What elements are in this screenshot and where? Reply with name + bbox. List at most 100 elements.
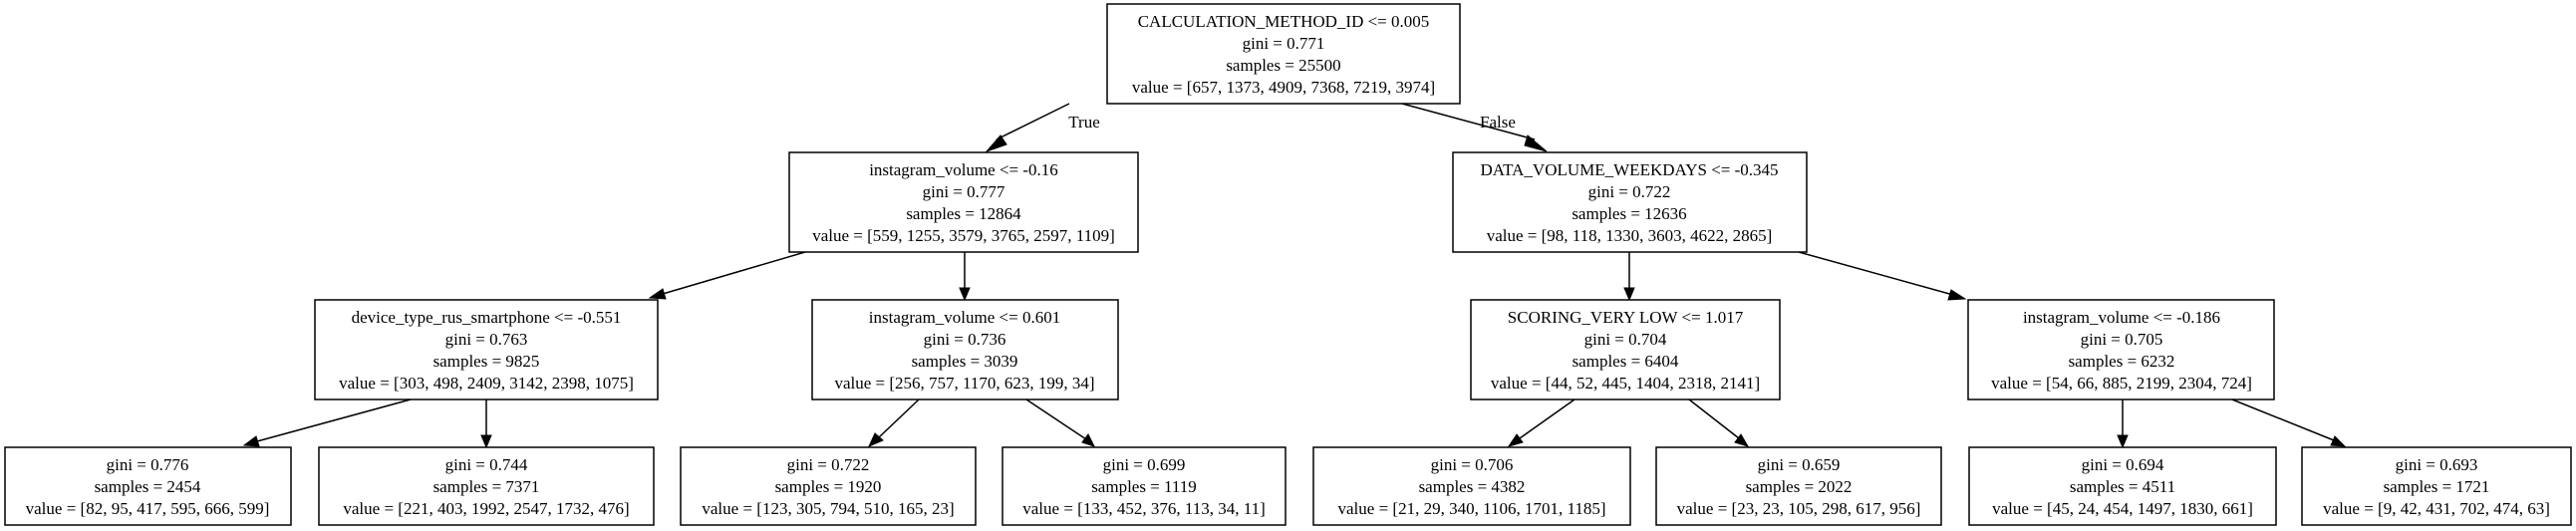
edge-n1-to-n3	[648, 251, 806, 300]
tree-edges: True False	[242, 103, 2347, 449]
node-box	[788, 151, 1139, 253]
node-samples: samples = 4382	[1419, 477, 1526, 496]
node-gini: gini = 0.694	[2082, 455, 2164, 474]
node-gini: gini = 0.771	[1243, 34, 1325, 53]
node-gini: gini = 0.722	[787, 455, 870, 474]
node-gini: gini = 0.693	[2396, 455, 2478, 474]
node-value: value = [221, 403, 1992, 2547, 1732, 476…	[343, 499, 629, 518]
node-box	[1312, 446, 1631, 526]
node-samples: samples = 9825	[433, 352, 540, 371]
node-samples: samples = 12864	[906, 204, 1021, 223]
tree-node-n3: device_type_rus_smartphone <= -0.551 gin…	[314, 299, 659, 400]
edge-label-true: True	[1068, 113, 1100, 132]
edge-n3-to-n7	[242, 398, 412, 447]
tree-leaf-n12: gini = 0.659 samples = 2022 value = [23,…	[1655, 446, 1942, 526]
tree-leaf-n13: gini = 0.694 samples = 4511 value = [45,…	[1968, 446, 2277, 526]
node-samples: samples = 7371	[433, 477, 540, 496]
node-box	[1002, 446, 1287, 526]
node-box	[680, 446, 977, 526]
edge-n6-to-n14	[2231, 398, 2347, 447]
node-split-condition: CALCULATION_METHOD_ID <= 0.005	[1138, 12, 1430, 31]
node-box	[1655, 446, 1942, 526]
node-gini: gini = 0.659	[1758, 455, 1841, 474]
tree-node-n5: SCORING_VERY LOW <= 1.017 gini = 0.704 s…	[1470, 299, 1781, 400]
node-value: value = [45, 24, 454, 1497, 1830, 661]	[1992, 499, 2253, 518]
node-samples: samples = 25500	[1226, 56, 1340, 75]
node-gini: gini = 0.763	[445, 330, 528, 349]
node-box	[318, 446, 655, 526]
node-samples: samples = 12636	[1572, 204, 1686, 223]
node-value: value = [21, 29, 340, 1106, 1701, 1185]	[1338, 499, 1606, 518]
tree-node-n2: DATA_VOLUME_WEEKDAYS <= -0.345 gini = 0.…	[1452, 151, 1808, 253]
node-samples: samples = 6404	[1573, 352, 1679, 371]
edge-label-false: False	[1480, 113, 1516, 132]
node-value: value = [98, 118, 1330, 3603, 4622, 2865…	[1487, 226, 1773, 245]
edge-n3-to-n8	[480, 399, 492, 449]
node-gini: gini = 0.736	[924, 330, 1006, 349]
node-gini: gini = 0.722	[1588, 182, 1671, 201]
edge-root-to-n2	[1401, 103, 1548, 152]
node-box	[1452, 151, 1808, 253]
node-split-condition: instagram_volume <= -0.186	[2023, 308, 2220, 327]
node-value: value = [133, 452, 376, 113, 34, 11]	[1022, 499, 1265, 518]
node-samples: samples = 1721	[2384, 477, 2490, 496]
tree-leaf-n9: gini = 0.722 samples = 1920 value = [123…	[680, 446, 977, 526]
tree-leaf-n7: gini = 0.776 samples = 2454 value = [82,…	[4, 446, 292, 526]
node-samples: samples = 4511	[2070, 477, 2175, 496]
tree-node-root: CALCULATION_METHOD_ID <= 0.005 gini = 0.…	[1106, 3, 1461, 105]
node-gini: gini = 0.704	[1584, 330, 1667, 349]
edge-n6-to-n13	[2117, 399, 2129, 449]
node-value: value = [82, 95, 417, 595, 666, 599]	[26, 499, 270, 518]
edge-n2-to-n5	[1623, 252, 1635, 302]
node-box	[2301, 446, 2572, 526]
node-box	[1967, 299, 2275, 400]
tree-leaf-n10: gini = 0.699 samples = 1119 value = [133…	[1002, 446, 1287, 526]
edge-n4-to-n9	[868, 398, 920, 447]
edge-root-to-n1	[985, 103, 1070, 153]
node-split-condition: device_type_rus_smartphone <= -0.551	[352, 308, 622, 327]
node-box	[811, 299, 1119, 400]
edge-n2-to-n6	[1798, 251, 1967, 301]
node-samples: samples = 2454	[95, 477, 201, 496]
node-split-condition: instagram_volume <= -0.16	[869, 160, 1058, 179]
node-gini: gini = 0.777	[923, 182, 1005, 201]
node-samples: samples = 3039	[912, 352, 1018, 371]
tree-node-n1: instagram_volume <= -0.16 gini = 0.777 s…	[788, 151, 1139, 253]
tree-leaf-n11: gini = 0.706 samples = 4382 value = [21,…	[1312, 446, 1631, 526]
node-gini: gini = 0.705	[2081, 330, 2163, 349]
node-value: value = [559, 1255, 3579, 3765, 2597, 11…	[812, 226, 1115, 245]
node-gini: gini = 0.706	[1431, 455, 1514, 474]
node-value: value = [54, 66, 885, 2199, 2304, 724]	[1991, 374, 2252, 393]
tree-node-n6: instagram_volume <= -0.186 gini = 0.705 …	[1967, 299, 2275, 400]
tree-nodes: CALCULATION_METHOD_ID <= 0.005 gini = 0.…	[4, 3, 2572, 526]
node-value: value = [123, 305, 794, 510, 165, 23]	[702, 499, 954, 518]
node-value: value = [256, 757, 1170, 623, 199, 34]	[834, 374, 1094, 393]
node-split-condition: SCORING_VERY LOW <= 1.017	[1508, 308, 1744, 327]
node-box	[1968, 446, 2277, 526]
node-value: value = [303, 498, 2409, 3142, 2398, 107…	[339, 374, 634, 393]
tree-leaf-n8: gini = 0.744 samples = 7371 value = [221…	[318, 446, 655, 526]
node-box	[4, 446, 292, 526]
node-gini: gini = 0.699	[1103, 455, 1186, 474]
node-samples: samples = 1920	[775, 477, 882, 496]
node-box	[1106, 3, 1461, 105]
node-box	[314, 299, 659, 400]
edge-n5-to-n11	[1507, 398, 1575, 447]
node-split-condition: instagram_volume <= 0.601	[869, 308, 1060, 327]
node-gini: gini = 0.776	[107, 455, 189, 474]
node-samples: samples = 6232	[2069, 352, 2175, 371]
edge-n5-to-n12	[1688, 398, 1750, 447]
node-samples: samples = 2022	[1746, 477, 1853, 496]
edge-n4-to-n10	[1025, 398, 1095, 447]
node-value: value = [44, 52, 445, 1404, 2318, 2141]	[1491, 374, 1760, 393]
node-value: value = [657, 1373, 4909, 7368, 7219, 39…	[1132, 78, 1435, 97]
node-value: value = [9, 42, 431, 702, 474, 63]	[2323, 499, 2550, 518]
node-box	[1470, 299, 1781, 400]
node-split-condition: DATA_VOLUME_WEEKDAYS <= -0.345	[1480, 160, 1778, 179]
tree-node-n4: instagram_volume <= 0.601 gini = 0.736 s…	[811, 299, 1119, 400]
tree-leaf-n14: gini = 0.693 samples = 1721 value = [9, …	[2301, 446, 2572, 526]
node-samples: samples = 1119	[1091, 477, 1197, 496]
node-value: value = [23, 23, 105, 298, 617, 956]	[1677, 499, 1921, 518]
node-gini: gini = 0.744	[445, 455, 528, 474]
